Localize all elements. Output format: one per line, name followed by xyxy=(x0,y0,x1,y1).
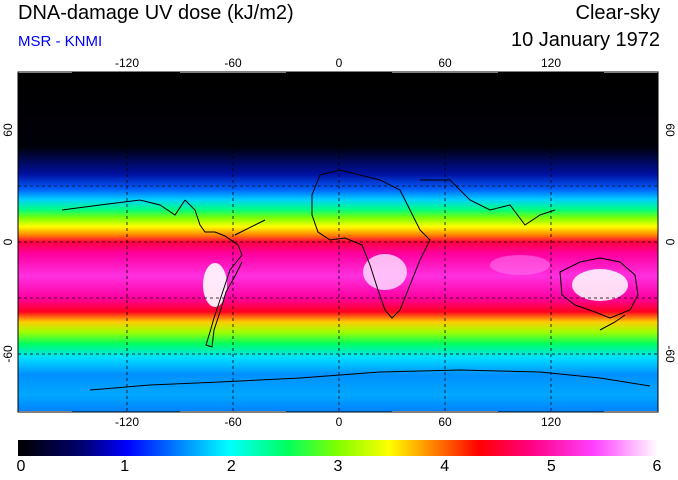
australia-coast xyxy=(559,257,639,319)
colorbar-tick-label: 3 xyxy=(333,458,343,475)
new-zealand-coast xyxy=(599,314,626,331)
date-label: 10 January 1972 xyxy=(510,29,660,51)
data-source-label: MSR - KNMI xyxy=(18,33,103,50)
antarctica-coast xyxy=(89,369,651,391)
coastlines xyxy=(61,169,651,391)
africa-coast xyxy=(311,169,431,319)
gridlines xyxy=(18,72,658,412)
longitude-labels-bottom: -120 -60 0 60 120 xyxy=(115,415,561,429)
lon-tick-label-bottom: 120 xyxy=(541,415,561,429)
brazil-coast xyxy=(234,219,266,236)
colorbar-tick-label: 6 xyxy=(652,458,662,475)
lon-tick-label-bottom: 60 xyxy=(438,415,452,429)
map-frame xyxy=(17,71,659,413)
lon-tick-label-top: 60 xyxy=(438,56,452,70)
australia-high-dose xyxy=(572,269,628,301)
lat-tick-label-left: 60 xyxy=(1,123,15,137)
colorbar xyxy=(18,440,658,456)
lon-tick-label-bottom: -60 xyxy=(224,415,242,429)
indian-ocean-high-dose xyxy=(490,255,550,275)
south-america-coast xyxy=(184,199,243,348)
latitude-labels-right: 60 0 -60 xyxy=(663,123,677,363)
colorbar-tick-label: 5 xyxy=(546,458,556,475)
lat-tick-label-right: 60 xyxy=(663,123,677,137)
north-america-coast xyxy=(61,199,186,216)
longitude-labels-top: -120 -60 0 60 120 xyxy=(115,56,561,70)
lat-tick-label-right: -60 xyxy=(663,345,677,363)
sky-condition-label: Clear-sky xyxy=(575,2,660,24)
lat-tick-label-right: 0 xyxy=(663,239,677,246)
colorbar-tick-label: 4 xyxy=(440,458,450,475)
lon-tick-label-top: -120 xyxy=(115,56,139,70)
lon-tick-label-top: 0 xyxy=(336,56,343,70)
lon-tick-label-top: 120 xyxy=(541,56,561,70)
map-title: DNA-damage UV dose (kJ/m2) xyxy=(18,2,294,24)
lon-tick-label-bottom: -120 xyxy=(115,415,139,429)
lat-tick-label-left: 0 xyxy=(1,238,15,245)
latitude-labels-left: 60 0 -60 xyxy=(1,123,15,363)
colorbar-tick-label: 0 xyxy=(16,458,26,475)
lon-tick-label-bottom: 0 xyxy=(336,415,343,429)
colorbar-tick-label: 2 xyxy=(226,458,236,475)
colorbar-tick-label: 1 xyxy=(120,458,130,475)
asia-coast xyxy=(420,179,556,226)
lat-tick-label-left: -60 xyxy=(1,345,15,363)
africa-high-dose xyxy=(363,254,407,290)
lon-tick-label-top: -60 xyxy=(224,56,242,70)
